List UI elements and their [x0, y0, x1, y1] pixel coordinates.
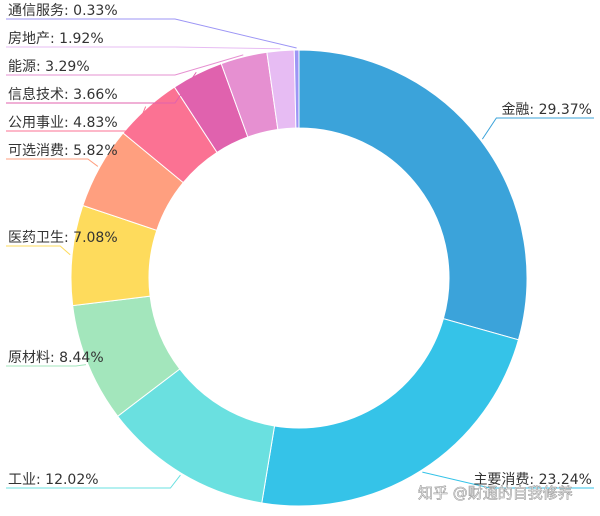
- watermark-text: 知乎 @财通的自我修养: [418, 484, 573, 502]
- slice-4-leader: [6, 364, 87, 367]
- slice-11-label: 通信服务: 0.33%: [8, 3, 118, 19]
- slice-3-leader: [6, 474, 181, 489]
- slice-3-label: 工业: 12.02%: [8, 472, 99, 488]
- slice-10-leader: [6, 46, 281, 50]
- slice-7-label: 公用事业: 4.83%: [8, 115, 118, 131]
- slice-2-leader: [422, 471, 594, 489]
- slice-9-leader: [6, 54, 244, 76]
- slice-8-leader: [6, 71, 197, 104]
- slice-7-leader: [6, 106, 147, 132]
- slice-8-label: 信息技术: 3.66%: [8, 86, 118, 103]
- slice-1-leader: [481, 117, 594, 140]
- slice-1-wedge: [298, 49, 528, 341]
- slice-5-leader: [6, 245, 71, 256]
- slice-4-label: 原材料: 8.44%: [8, 350, 104, 366]
- slice-6-label: 可选消费: 5.82%: [8, 143, 118, 159]
- slice-labels: 金融: 29.37% 主要消费: 23.24% 工业: 12.02% 原材料: 8.4…: [8, 3, 592, 488]
- slice-2-label: 主要消费: 23.24%: [473, 472, 592, 488]
- slice-10-label: 房地产: 1.92%: [8, 31, 104, 47]
- slice-2-wedge: [261, 318, 520, 507]
- slice-5-label: 医药卫生: 7.08%: [8, 230, 118, 246]
- slice-6-leader: [6, 158, 99, 167]
- slice-11-wedge: [293, 49, 300, 129]
- label-leader-lines: [6, 18, 594, 489]
- donut-slices: [70, 49, 528, 507]
- slice-9-label: 能源: 3.29%: [8, 59, 90, 75]
- slice-1-label: 金融: 29.37%: [501, 102, 592, 118]
- slice-11-leader: [6, 18, 297, 49]
